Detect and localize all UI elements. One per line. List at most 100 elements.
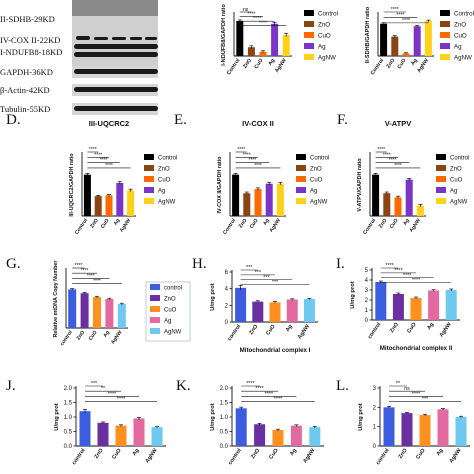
- bar: [392, 294, 404, 320]
- legend-label: Ag: [310, 189, 317, 195]
- category-label: AgNW: [297, 323, 312, 340]
- legend-swatch: [436, 176, 446, 182]
- category-label: CuO: [268, 448, 279, 461]
- bar: [79, 411, 91, 446]
- legend-label: Ag: [318, 44, 326, 51]
- bar: [236, 21, 244, 56]
- blot-band: [112, 37, 126, 40]
- sig-label: ****: [377, 147, 385, 153]
- legend-label: ZnO: [158, 167, 170, 173]
- category-label: CuO: [389, 218, 400, 230]
- y-tick-label: 0.5: [220, 430, 229, 436]
- bar: [410, 298, 422, 320]
- bar: [117, 304, 126, 328]
- bar: [419, 415, 431, 446]
- category-label: AgNW: [144, 447, 159, 464]
- y-tick-label: 0.0: [220, 444, 229, 450]
- legend-label: AgNW: [454, 55, 472, 62]
- category-label: ZnO: [250, 448, 261, 460]
- category-label: Ag: [436, 448, 445, 457]
- bar: [232, 174, 240, 216]
- sig-label: ns: [243, 7, 249, 13]
- y-tick-label: 2.0: [64, 386, 73, 392]
- category-label: CuO: [265, 324, 276, 337]
- bar: [133, 418, 145, 446]
- legend-label: ZnO: [450, 167, 462, 173]
- legend-swatch: [440, 32, 450, 38]
- y-tick-label: 5: [365, 268, 369, 274]
- legend-label: ZnO: [164, 297, 176, 303]
- category-label: Ag: [102, 330, 111, 339]
- bar: [151, 427, 163, 446]
- legend-swatch: [296, 198, 306, 204]
- y-tick-label: 0.0: [64, 444, 73, 450]
- category-label: Ag: [410, 58, 419, 67]
- sig-label: ***: [422, 397, 429, 403]
- blot-band: [145, 37, 157, 40]
- bar: [68, 289, 77, 328]
- bar: [259, 51, 267, 56]
- category-label: AgNW: [274, 58, 288, 74]
- blot-band: [74, 52, 158, 57]
- y-tick-label: 0.5: [64, 430, 73, 436]
- bar: [271, 23, 279, 56]
- legend-swatch: [144, 187, 154, 193]
- bar: [290, 425, 302, 446]
- legend-label: Ag: [158, 189, 165, 195]
- category-label: Control: [370, 57, 386, 76]
- blot-band: [74, 87, 158, 92]
- bar: [424, 21, 432, 56]
- legend-label: CuO: [310, 178, 323, 184]
- blot-label-ndufb8: I-NDUFB8-18KD: [0, 47, 63, 57]
- bar: [428, 290, 440, 320]
- bar: [276, 183, 284, 216]
- legend-swatch: [150, 306, 160, 312]
- y-tick-label: 1.0: [220, 415, 229, 421]
- bar: [375, 282, 387, 320]
- legend-label: Ag: [454, 44, 462, 51]
- category-label: Control: [222, 217, 237, 236]
- category-label: CuO: [88, 330, 99, 342]
- bar: [380, 23, 388, 57]
- legend-swatch: [150, 284, 160, 290]
- sig-label: ****: [255, 386, 264, 392]
- category-label: Ag: [285, 324, 294, 333]
- legend-swatch: [440, 43, 450, 49]
- category-label: ZnO: [398, 448, 409, 460]
- y-tick-label: 1.0: [64, 415, 73, 421]
- sig-label: ****: [237, 147, 245, 153]
- panel-letter-i: I.: [336, 256, 345, 272]
- chart-title: V-ATPV: [385, 119, 412, 128]
- category-label: ZnO: [242, 58, 253, 70]
- legend-label: Control: [454, 11, 474, 18]
- legend-label: AgNW: [310, 200, 328, 206]
- bar: [265, 183, 273, 216]
- category-label: AgNW: [119, 217, 133, 233]
- blot-label-actin: β-Actin-42KD: [0, 85, 50, 95]
- y-tick-label: 2: [225, 303, 229, 309]
- sig-label: ****: [385, 263, 394, 269]
- sig-label: ****: [394, 268, 403, 274]
- legend-swatch: [150, 328, 160, 334]
- chart-complex-2: 0 1 2 3 4 5 U/mg prot control ZnO CuO Ag AgNW Mitoch…: [350, 263, 460, 352]
- category-label: ZnO: [248, 324, 259, 336]
- y-tick-label: 1: [365, 308, 369, 314]
- category-label: AgNW: [110, 329, 124, 345]
- category-label: Ag: [402, 218, 411, 227]
- category-label: CuO: [249, 218, 260, 230]
- sig-label: ****: [265, 391, 274, 397]
- y-tick-label: 3: [373, 386, 377, 392]
- bar: [401, 413, 413, 446]
- category-label: ZnO: [94, 448, 105, 460]
- sig-label: ****: [243, 152, 251, 158]
- bar: [282, 35, 290, 56]
- legend-swatch: [144, 165, 154, 171]
- category-label: control: [227, 447, 243, 466]
- y-tick-label: 4: [225, 287, 229, 293]
- sig-label: **: [396, 381, 401, 387]
- y-tick-label: 0: [225, 320, 229, 326]
- sig-label: ****: [274, 397, 283, 403]
- category-label: ZnO: [89, 218, 100, 230]
- sig-label: ****: [246, 381, 255, 387]
